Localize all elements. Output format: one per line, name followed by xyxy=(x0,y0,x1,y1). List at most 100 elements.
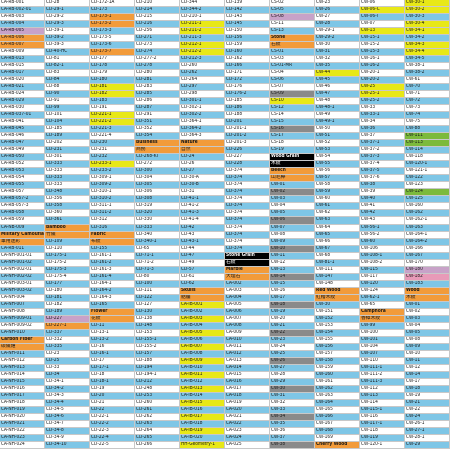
pattern-code-cell: CD-309-1 xyxy=(90,175,135,183)
pattern-code-cell: CA-IB-017 xyxy=(180,413,225,421)
pattern-code-cell: CD-358 xyxy=(45,203,90,211)
pattern-code-cell: CA-RB-011 xyxy=(0,245,45,253)
pattern-code-cell: CD-22-1 xyxy=(90,413,135,421)
pattern-code-cell: CD-201-1 xyxy=(225,126,270,134)
pattern-code-cell: CD-232 xyxy=(90,154,135,162)
pattern-code-cell: CA-NH-018 xyxy=(0,399,45,407)
pattern-code-cell: CA-024 xyxy=(225,434,270,442)
pattern-code-cell: CA-NB-009 xyxy=(0,224,45,232)
pattern-code-cell: CD-310-2 xyxy=(90,196,135,204)
pattern-code-cell: CW-38-2 xyxy=(405,70,450,78)
pattern-code-cell: CW-65 xyxy=(360,301,405,309)
pattern-code-cell: CD-173-7 xyxy=(90,49,135,57)
pattern-code-cell: CW-01 xyxy=(270,182,315,190)
pattern-code-cell: CW-16-1 xyxy=(360,56,405,64)
pattern-code-cell: CW-37 xyxy=(360,133,405,141)
pattern-code-cell: CD-201-2 xyxy=(225,133,270,141)
pattern-code-cell: CD-101 xyxy=(45,112,90,120)
pattern-code-cell: CD-320 xyxy=(135,210,180,218)
pattern-code-cell: CD-143 xyxy=(225,14,270,22)
pattern-code-cell: CW-68 xyxy=(315,252,360,260)
pattern-code-cell: CD-65 xyxy=(135,245,180,253)
pattern-code-cell: CD-30-B xyxy=(180,182,225,190)
pattern-code-cell: CW-04 xyxy=(270,203,315,211)
pattern-code-cell: CD-162 xyxy=(225,56,270,64)
pattern-code-cell: CD-212-1 xyxy=(180,42,225,50)
pattern-code-cell: CD-160 xyxy=(225,49,270,57)
pattern-code-cell: CD-57 xyxy=(180,266,225,274)
pattern-code-cell: CD-39-1 xyxy=(45,28,90,36)
pattern-code-cell: CW-32 xyxy=(315,56,360,64)
pattern-code-cell: CD-189 xyxy=(45,308,90,316)
pattern-code-cell: CD-43 xyxy=(180,231,225,239)
pattern-code-cell: CD-301 xyxy=(45,154,90,162)
pattern-code-cell: CD-253 xyxy=(135,392,180,400)
pattern-code-cell: CD-374 xyxy=(225,168,270,176)
pattern-code-cell: CW-13 xyxy=(360,28,405,36)
pattern-code-cell: CA-NH-002-02 xyxy=(0,273,45,281)
pattern-code-cell: CD-266 xyxy=(135,441,180,449)
pattern-code-cell: CW-55 xyxy=(315,161,360,169)
pattern-code-cell: CW-40 xyxy=(360,196,405,204)
pattern-code-cell: CD-265 xyxy=(135,434,180,442)
pattern-code-cell: CD-311-1 xyxy=(90,203,135,211)
pattern-code-cell: CW-31 xyxy=(315,49,360,57)
pattern-code-cell: CD-91 xyxy=(45,98,90,106)
pattern-code-cell: CD-374 xyxy=(225,182,270,190)
pattern-code-cell: CD-22-4 xyxy=(90,434,135,442)
pattern-code-cell: CS-02 xyxy=(270,0,315,8)
pattern-code-cell: CD-173 xyxy=(90,7,135,15)
pattern-code-cell: CW-157 xyxy=(315,350,360,358)
pattern-code-cell: CD-161-1 xyxy=(90,252,135,260)
pattern-code-cell: CD-352 xyxy=(135,126,180,134)
pattern-code-cell: CW-64 xyxy=(315,224,360,232)
pattern-code-cell: CD-43-1 xyxy=(180,238,225,246)
pattern-code-cell: CD-311-2 xyxy=(90,210,135,218)
pattern-code-cell: CW-125 xyxy=(405,196,450,204)
pattern-code-cell: CD-22-3 xyxy=(90,427,135,435)
pattern-code-cell: CW-24 xyxy=(270,343,315,351)
pattern-code-cell: CD-61 xyxy=(180,273,225,281)
pattern-code-cell: CA-IB-008 xyxy=(180,350,225,358)
pattern-code-cell: CW-24 xyxy=(405,413,450,421)
pattern-code-cell: CD-335 xyxy=(45,343,90,351)
pattern-code-cell: CW-160 xyxy=(315,371,360,379)
pattern-code-cell: CW-26-1 xyxy=(405,420,450,428)
pattern-code-cell: CW-37-3 xyxy=(360,154,405,162)
pattern-code-cell: CW-155 xyxy=(315,336,360,344)
pattern-code-cell: CW-21 xyxy=(405,399,450,407)
pattern-code-cell: CA-RB-030 xyxy=(0,105,45,113)
pattern-code-cell: CW-15-3 xyxy=(360,49,405,57)
pattern-code-cell: CD-28 xyxy=(45,0,90,8)
pattern-code-cell: CD-71-3 xyxy=(135,266,180,274)
pattern-code-cell: CW-06 xyxy=(360,0,405,8)
pattern-code-cell: CW-100 xyxy=(360,329,405,337)
pattern-code-cell: CD-181 xyxy=(90,84,135,92)
pattern-code-cell: CD-82-1 xyxy=(45,63,90,71)
pattern-code-cell: CD-153 xyxy=(135,329,180,337)
pattern-code-cell: CA-007 xyxy=(225,315,270,323)
pattern-code-cell: CW-34-1 xyxy=(405,28,450,36)
pattern-code-cell: CD-155-2 xyxy=(135,343,180,351)
pattern-code-cell: CA-IB-012 xyxy=(180,378,225,386)
pattern-code-cell: CA-RB-003 xyxy=(0,14,45,22)
pattern-code-cell: CW-44 xyxy=(315,70,360,78)
pattern-code-cell: CA-NH-001-01 xyxy=(0,252,45,260)
pattern-code-cell: CD-374 xyxy=(225,210,270,218)
pattern-code-cell: CW-108-1 xyxy=(360,252,405,260)
pattern-code-cell: CA-RB-007 xyxy=(0,42,45,50)
pattern-code-cell: 石紋 xyxy=(225,259,270,267)
pattern-code-cell: 花紋 xyxy=(90,315,135,323)
pattern-code-cell: CA-019 xyxy=(225,399,270,407)
pattern-code-cell: CD-175-3 xyxy=(45,266,90,274)
pattern-code-cell: CA-NH-011 xyxy=(0,350,45,358)
pattern-code-cell: CD-47 xyxy=(180,252,225,260)
pattern-code-cell: CA-RB-057 xyxy=(0,189,45,197)
pattern-code-cell: CW-104 xyxy=(360,343,405,351)
pattern-code-cell: CW-164 xyxy=(315,399,360,407)
pattern-code-cell: CA-RB-049 xyxy=(0,147,45,155)
pattern-code-cell: CW-19 xyxy=(405,392,450,400)
pattern-code-cell: CD-340-1 xyxy=(135,238,180,246)
pattern-code-cell: CW-147 xyxy=(315,273,360,281)
pattern-code-cell: CW-08 xyxy=(405,336,450,344)
